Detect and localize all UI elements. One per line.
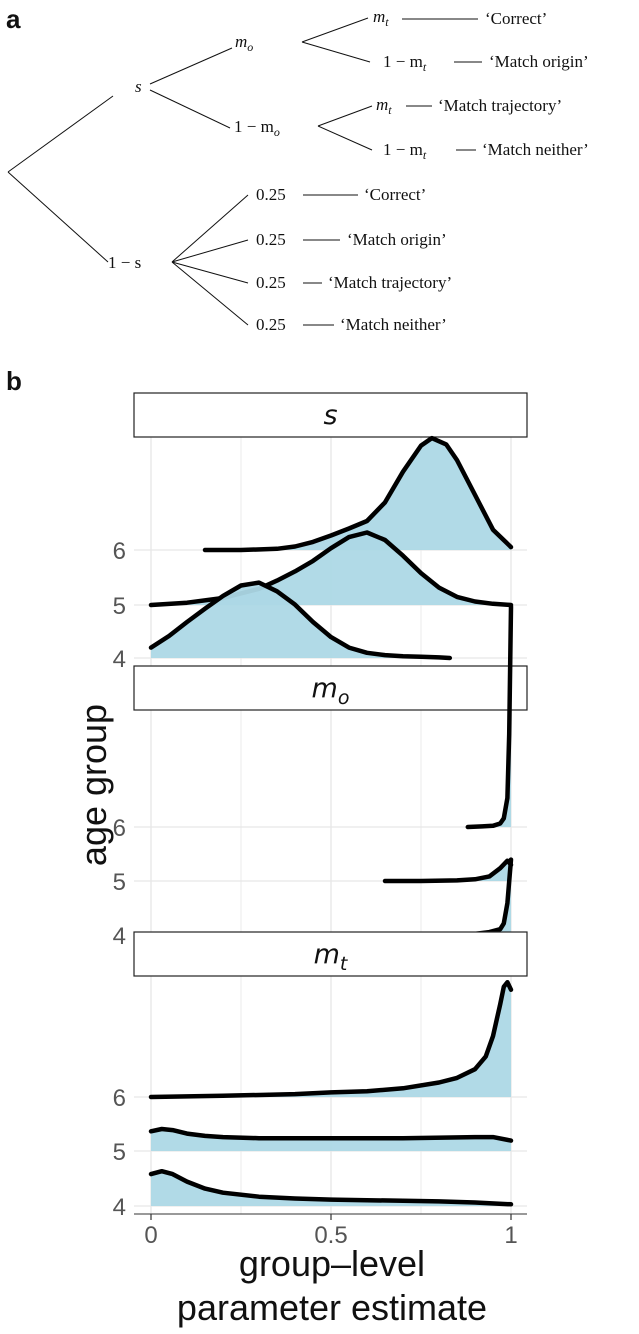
panel-letter-a: a (6, 4, 21, 34)
node-prob-4: 0.25 (256, 315, 286, 334)
facet-strip (133, 392, 528, 438)
facet-1: s 4 5 6 (113, 392, 528, 673)
outcome-correct-2: ‘Correct’ (364, 185, 426, 204)
node-1-minus-m-o: 1 − mo (234, 117, 280, 139)
facet-strip-label: s (323, 400, 337, 431)
x-tick-label: 0 (144, 1222, 157, 1249)
node-s: s (135, 77, 142, 96)
ridge-line-age-6 (465, 604, 514, 830)
tree-branch-1-s-p2 (171, 239, 249, 263)
facet-strip-label: mt (314, 939, 349, 975)
facet-2: mo 4 5 6 (113, 604, 528, 950)
node-1-minus-s: 1 − s (108, 253, 141, 272)
outcome-match-neither-2: ‘Match neither’ (340, 315, 447, 334)
ridge-line-age-4 (148, 1168, 514, 1207)
y-tick-label: 4 (113, 1194, 126, 1221)
ridge-fill-age-6 (467, 606, 511, 827)
ridge-line-age-6 (148, 979, 514, 1100)
node-m-o: mo (235, 32, 253, 54)
x-tick-label: 0.5 (314, 1222, 347, 1249)
outcome-match-trajectory-1: ‘Match trajectory’ (438, 96, 562, 115)
y-tick-label: 5 (113, 869, 126, 896)
facet-strip (133, 931, 528, 977)
tree-branch-s-mo (149, 47, 233, 85)
probability-tree: s 1 − s mo 1 − mo mt 1 − mt mt 1 − mt 0.… (7, 7, 589, 334)
y-tick-label: 6 (113, 815, 126, 842)
node-m-t-2: mt (376, 95, 392, 117)
outcome-match-neither-1: ‘Match neither’ (482, 140, 589, 159)
outcome-correct-1: ‘Correct’ (485, 9, 547, 28)
y-tick-label: 6 (113, 1085, 126, 1112)
tree-branch-root-1-s (7, 171, 109, 263)
x-axis: 0 0.5 1 (134, 1213, 527, 1249)
x-axis-title-line-1: group–level (239, 1243, 425, 1284)
y-tick-label: 5 (113, 1139, 126, 1166)
y-tick-label: 4 (113, 923, 126, 950)
ridge-fill-age-4 (151, 1171, 511, 1206)
facet-strip (133, 665, 528, 711)
tree-branch-1-s-p4 (171, 261, 249, 326)
ridge-fill-age-6 (205, 438, 511, 550)
y-axis-title: age group (73, 704, 114, 866)
node-prob-1: 0.25 (256, 185, 286, 204)
tree-branch-root-s (7, 95, 114, 173)
ridge-fill-age-5 (151, 532, 511, 605)
x-axis-title-line-2: parameter estimate (177, 1287, 487, 1328)
facet-strip-label: mo (312, 673, 350, 709)
outcome-match-origin-1: ‘Match origin’ (489, 52, 589, 71)
y-tick-label: 6 (113, 538, 126, 565)
facet-3: mt 4 5 6 (113, 931, 528, 1221)
node-prob-2: 0.25 (256, 230, 286, 249)
y-tick-label: 5 (113, 593, 126, 620)
ridge-line-age-6 (202, 435, 514, 553)
tree-branch-1-s-p3 (171, 261, 249, 284)
ridge-line-age-4 (148, 580, 453, 661)
node-prob-3: 0.25 (256, 273, 286, 292)
outcome-match-trajectory-2: ‘Match trajectory’ (328, 273, 452, 292)
ridge-line-age-5 (148, 1126, 514, 1143)
node-1-minus-m-t-1: 1 − mt (383, 52, 427, 74)
ridge-line-age-5 (382, 858, 514, 884)
ridge-fill-age-6 (151, 982, 511, 1097)
ridge-fill-age-5 (385, 860, 511, 881)
outcome-match-origin-2: ‘Match origin’ (347, 230, 447, 249)
y-tick-label: 4 (113, 646, 126, 673)
tree-branch-s-1-mo (149, 89, 231, 129)
tree-branch-mo-mt (301, 17, 369, 43)
x-tick-label: 1 (504, 1222, 517, 1249)
panel-letter-b: b (6, 366, 22, 396)
tree-branch-1-mo-1-mt (317, 125, 373, 151)
ridge-fill-age-4 (151, 582, 450, 658)
tree-branch-1-s-p1 (171, 194, 249, 263)
tree-branch-mo-1-mt (301, 41, 371, 63)
tree-branch-1-mo-mt (317, 105, 373, 127)
node-1-minus-m-t-2: 1 − mt (383, 140, 427, 162)
node-m-t-1: mt (373, 7, 389, 29)
